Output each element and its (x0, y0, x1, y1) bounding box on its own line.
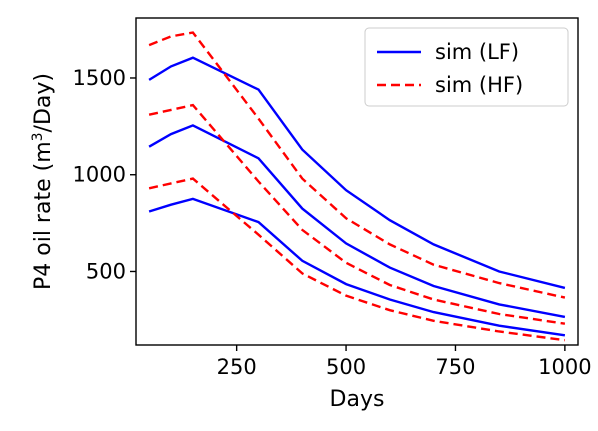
legend-box (364, 27, 569, 107)
x-axis-label: Days (330, 387, 385, 412)
series-line-hf-1 (148, 31, 566, 299)
y-axis-label: P4 oil rate (m3/Day) (30, 73, 56, 290)
y-axis-label-superscript: 3 (30, 132, 46, 141)
x-tick-label: 750 (435, 355, 475, 379)
y-axis-label-main: P4 oil rate (m (31, 141, 56, 290)
series-line-lf-1 (148, 56, 566, 290)
series-line-hf-2 (148, 103, 566, 325)
y-tick-label: 1000 (73, 163, 126, 187)
x-tick-label: 1000 (538, 355, 591, 379)
series-line-lf-2 (148, 124, 566, 319)
x-axis-ticks: 250 500 750 1000 (217, 345, 592, 379)
x-tick-label: 500 (326, 355, 366, 379)
y-tick-label: 1500 (73, 66, 126, 90)
legend-label: sim (LF) (435, 40, 519, 64)
y-tick-label: 500 (86, 259, 126, 283)
y-axis-label-tail: /Day) (31, 73, 56, 132)
y-axis-ticks: 500 1000 1500 (73, 66, 136, 283)
legend-label: sim (HF) (435, 73, 523, 97)
plot-frame (135, 17, 579, 346)
legend: sim (LF) sim (HF) (364, 27, 569, 107)
series-line-lf-3 (148, 197, 566, 337)
plot-lines (148, 31, 566, 342)
series-line-hf-3 (148, 177, 566, 342)
x-tick-label: 250 (217, 355, 257, 379)
